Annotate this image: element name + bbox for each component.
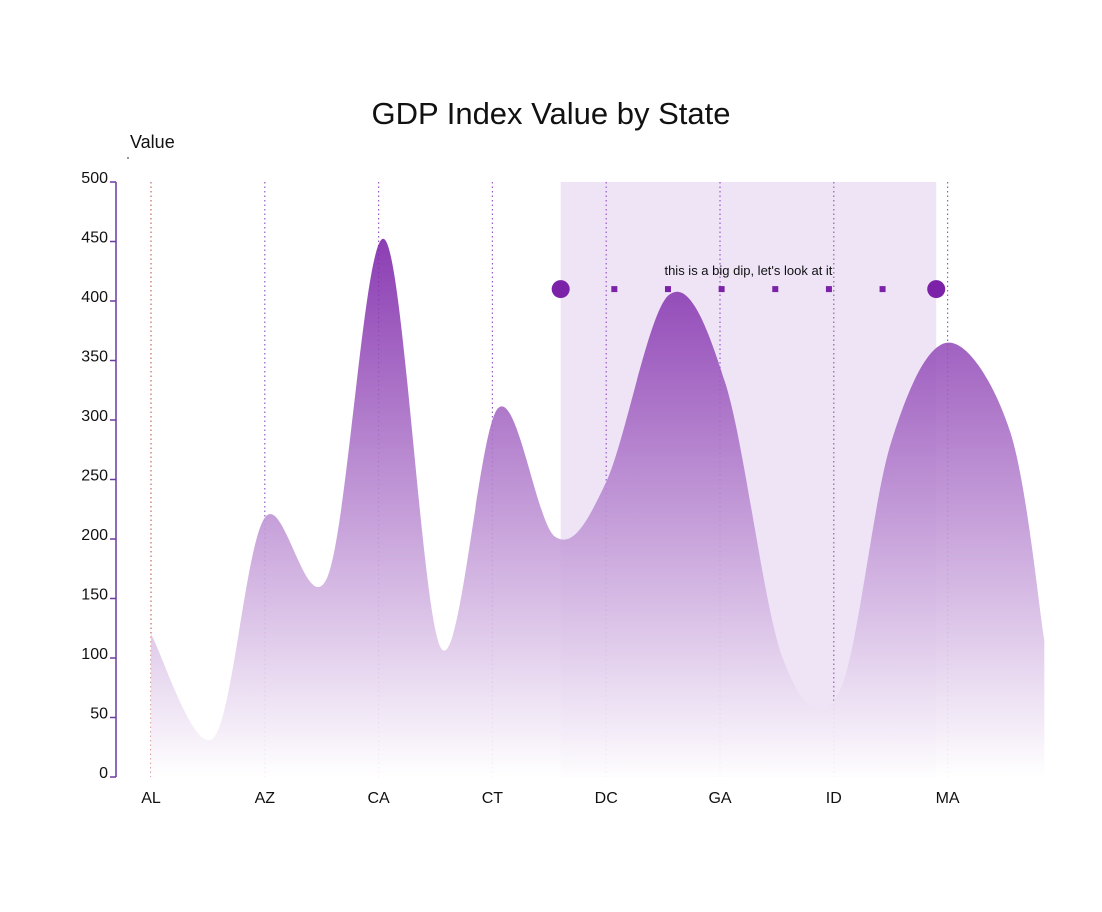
y-tick-500: 500 [81, 170, 108, 187]
y-axis-title: Value [130, 132, 175, 152]
annotation-dot [664, 286, 671, 293]
area-series [151, 238, 1045, 777]
y-tick-350: 350 [81, 349, 108, 366]
annotation-text: this is a big dip, let's look at it [664, 263, 832, 278]
annotation-dot [718, 286, 725, 293]
x-tick-dc: DC [595, 790, 618, 807]
annotation-dot [772, 286, 779, 293]
y-tick-100: 100 [81, 646, 108, 663]
y-tick-450: 450 [81, 230, 108, 247]
y-tick-250: 250 [81, 468, 108, 485]
y-tick-0: 0 [99, 765, 108, 782]
x-tick-az: AZ [255, 790, 276, 807]
x-tick-al: AL [141, 790, 161, 807]
x-tick-ma: MA [936, 790, 960, 807]
y-tick-150: 150 [81, 587, 108, 604]
y-tick-400: 400 [81, 289, 108, 306]
x-tick-ga: GA [708, 790, 731, 807]
annotation-dot [611, 286, 618, 293]
x-tick-id: ID [826, 790, 842, 807]
annotation-dot [879, 286, 886, 293]
y-tick-200: 200 [81, 527, 108, 544]
y-tick-50: 50 [90, 706, 108, 723]
y-tick-300: 300 [81, 408, 108, 425]
x-tick-ca: CA [367, 790, 390, 807]
annotation-dot [825, 286, 832, 293]
annotation-start-marker [551, 280, 570, 299]
chart-title: GDP Index Value by State [371, 96, 731, 131]
annotation-end-marker [927, 280, 946, 299]
x-tick-ct: CT [482, 790, 504, 807]
